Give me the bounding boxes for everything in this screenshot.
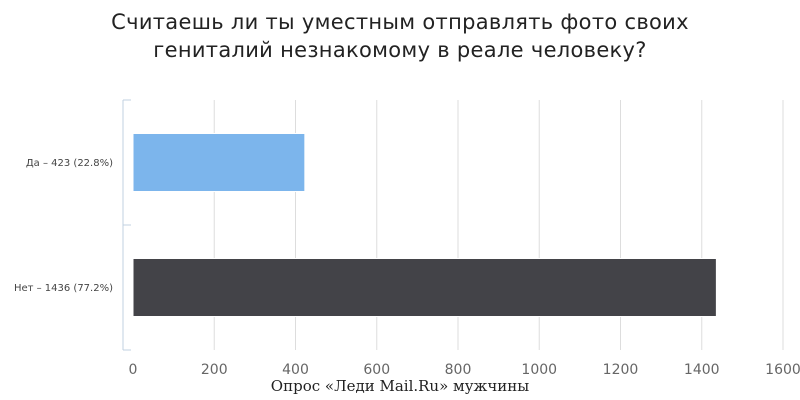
category-label: Да – 423 (22.8%) [26,158,113,169]
x-tick-label: 800 [445,362,472,378]
x-tick-label: 0 [129,362,138,378]
category-label: Нет – 1436 (77.2%) [14,283,113,294]
category-labels: Да – 423 (22.8%) Нет – 1436 (77.2%) [14,158,113,294]
x-tick-label: 200 [201,362,228,378]
x-tick-labels: 0 200 400 600 800 1000 1200 1400 1600 [129,362,800,378]
chart-title-line-2: гениталий незнакомому в реале человеку? [153,38,647,62]
x-tick-label: 600 [363,362,390,378]
bar [132,133,306,192]
category-axis [122,99,131,351]
bars [132,133,717,317]
x-tick-label: 1000 [521,362,557,378]
x-tick-label: 1600 [765,362,800,378]
chart-title-line-1: Считаешь ли ты уместным отправлять фото … [111,10,689,34]
x-tick-label: 1200 [603,362,639,378]
x-tick-label: 1400 [684,362,720,378]
source-caption: Опрос «Леди Mail.Ru» мужчины [270,377,530,395]
bar [132,258,717,317]
x-tick-label: 400 [282,362,309,378]
